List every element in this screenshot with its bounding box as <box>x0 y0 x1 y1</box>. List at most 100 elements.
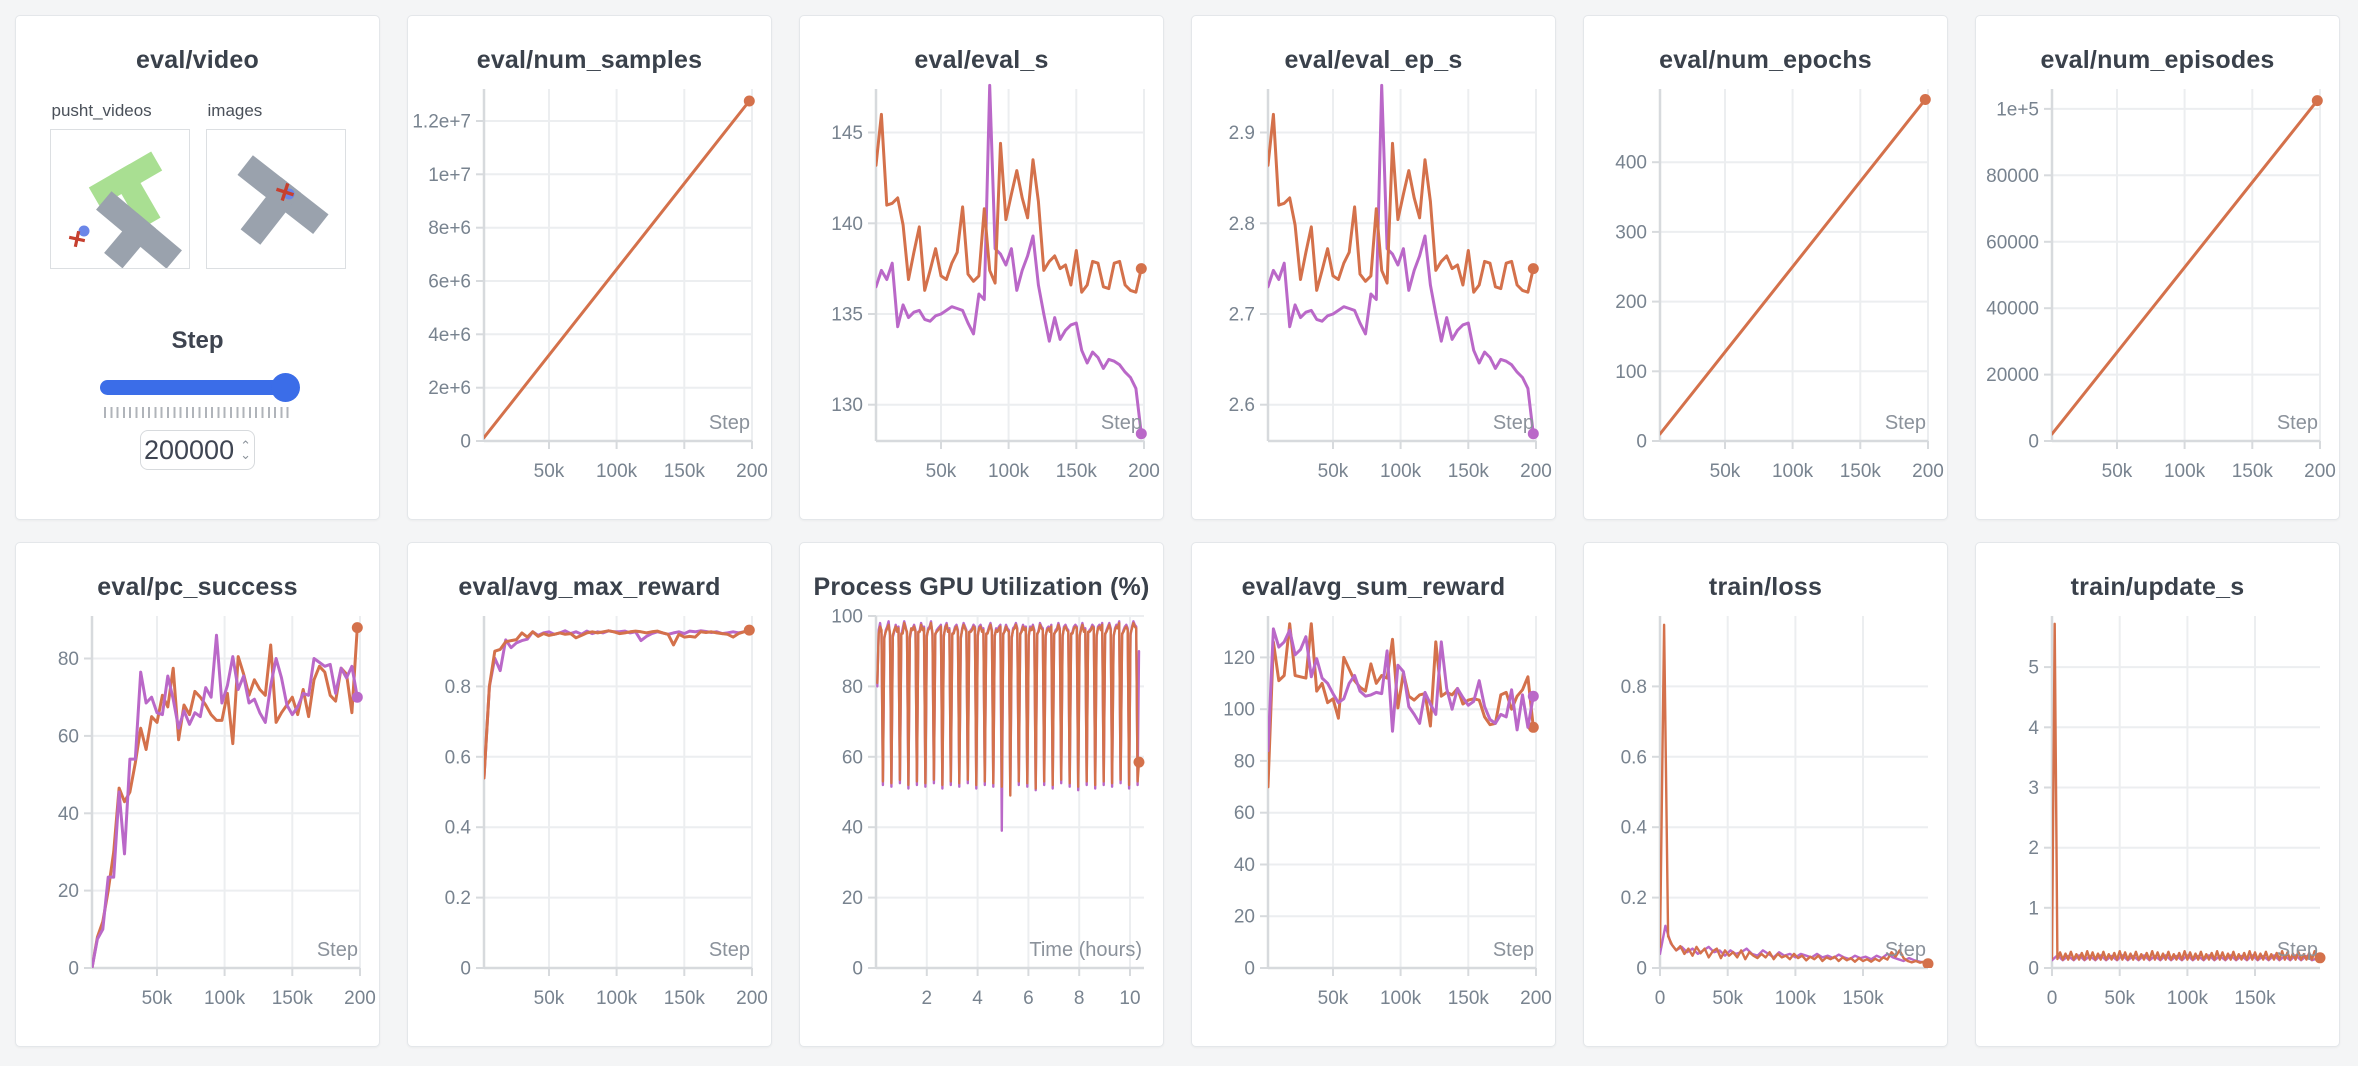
media-label: pusht_videos <box>51 101 152 120</box>
pusht-video-thumbnail[interactable] <box>49 129 190 269</box>
line-chart[interactable]: 50k 100k 150k 200 2.6 2.7 2.8 2.9 Step <box>1196 79 1552 499</box>
chart-title: eval/eval_ep_s <box>1284 46 1463 74</box>
step-slider[interactable] <box>99 373 300 403</box>
svg-text:200: 200 <box>736 461 768 482</box>
svg-text:40: 40 <box>1233 855 1254 876</box>
line-chart[interactable]: 50k 100k 150k 200 0 2e+6 4e+6 6e+6 8e+6 1e+7 1.2e+… <box>412 79 768 499</box>
svg-text:200: 200 <box>1520 461 1552 482</box>
line-chart[interactable]: 50k 100k 150k 200 0 20000 40000 60000 80000 1e+5 S… <box>1980 79 2336 499</box>
svg-text:0.8: 0.8 <box>444 677 470 698</box>
panel-eval-avg-max-reward: eval/avg_max_reward 50k 100k 150k 200 0 0.2 0.… <box>407 542 772 1047</box>
svg-text:0.6: 0.6 <box>1620 747 1646 768</box>
slider-track[interactable] <box>99 380 296 395</box>
svg-text:0: 0 <box>2046 988 2057 1009</box>
media-row: pusht_videos <box>16 85 379 269</box>
svg-text:80: 80 <box>1233 751 1254 772</box>
media-pusht-videos: pusht_videos <box>49 85 190 269</box>
chevron-down-icon[interactable]: ⌄ <box>240 447 251 462</box>
step-number-input[interactable]: 200000 ⌃ ⌄ <box>140 430 255 470</box>
svg-text:1e+7: 1e+7 <box>428 165 471 186</box>
panel-eval-avg-sum-reward: eval/avg_sum_reward 50k 100k 150k 200 0 20 40 6… <box>1191 542 1556 1047</box>
svg-text:10: 10 <box>1119 988 1140 1009</box>
svg-text:20000: 20000 <box>1986 365 2039 386</box>
svg-text:50k: 50k <box>1317 461 1348 482</box>
line-chart[interactable]: 0 50k 100k 150k 0 0.2 0.4 0.6 0.8 Step <box>1588 606 1944 1026</box>
chevron-up-icon[interactable]: ⌃ <box>240 438 251 453</box>
svg-text:100: 100 <box>1223 700 1255 721</box>
svg-text:0.2: 0.2 <box>1620 888 1646 909</box>
slider-thumb[interactable] <box>270 373 300 402</box>
svg-text:200: 200 <box>2304 461 2336 482</box>
svg-text:2: 2 <box>2028 838 2039 859</box>
svg-text:Step: Step <box>2276 939 2317 961</box>
svg-text:6e+6: 6e+6 <box>428 272 471 293</box>
svg-text:4: 4 <box>972 988 983 1009</box>
svg-text:40000: 40000 <box>1986 299 2039 320</box>
slider-tick-marks <box>103 407 292 418</box>
panel-eval-num-episodes: eval/num_episodes 50k 100k 150k 200 0 20000 40… <box>1975 15 2340 520</box>
svg-text:400: 400 <box>1615 153 1647 174</box>
svg-text:40: 40 <box>57 804 78 825</box>
images-thumbnail[interactable] <box>205 129 346 269</box>
svg-text:Step: Step <box>1100 412 1141 434</box>
line-chart[interactable]: 50k 100k 150k 200 0 0.2 0.4 0.6 0.8 Step <box>412 606 768 1026</box>
svg-text:40: 40 <box>841 818 862 839</box>
svg-text:150k: 150k <box>1842 988 1884 1009</box>
chart-title: eval/num_samples <box>476 46 703 74</box>
svg-text:100k: 100k <box>595 461 637 482</box>
panel-eval-pc-success: eval/pc_success 50k 100k 150k 200 0 20 40 60 80 S… <box>15 542 380 1047</box>
line-chart[interactable]: 50k 100k 150k 200 0 20 40 60 80 100 120 Step <box>1196 606 1552 1026</box>
chart-title: Process GPU Utilization (%) <box>813 573 1150 601</box>
svg-text:50k: 50k <box>533 461 564 482</box>
svg-text:Step: Step <box>1884 412 1925 434</box>
step-value[interactable]: 200000 <box>143 434 235 465</box>
line-chart[interactable]: 50k 100k 150k 200 0 20 40 60 80 Step <box>20 606 376 1026</box>
svg-text:150k: 150k <box>663 461 705 482</box>
svg-text:100k: 100k <box>2163 461 2205 482</box>
svg-text:60000: 60000 <box>1986 232 2039 253</box>
line-chart[interactable]: 50k 100k 150k 200 0 100 200 300 400 Step <box>1588 79 1944 499</box>
pusht-t-shape <box>95 191 182 269</box>
chart-title: eval/pc_success <box>97 573 298 601</box>
svg-text:20: 20 <box>1233 907 1254 928</box>
line-chart[interactable]: 50k 100k 150k 200 130 135 140 145 Step <box>804 79 1160 499</box>
svg-text:2.6: 2.6 <box>1228 395 1254 416</box>
svg-text:0: 0 <box>852 959 863 980</box>
svg-text:120: 120 <box>1223 648 1255 669</box>
svg-text:Step: Step <box>316 939 357 961</box>
svg-text:80: 80 <box>841 677 862 698</box>
svg-text:150k: 150k <box>1839 461 1881 482</box>
svg-text:2.7: 2.7 <box>1228 305 1254 326</box>
svg-text:1: 1 <box>2028 898 2039 919</box>
agent-dot <box>78 225 89 237</box>
media-images: images <box>205 85 346 269</box>
stepper-buttons[interactable]: ⌃ ⌄ <box>240 438 251 462</box>
line-chart[interactable]: 0 50k 100k 150k 0 1 2 3 4 5 Step <box>1980 606 2336 1026</box>
svg-text:150k: 150k <box>2231 461 2273 482</box>
svg-text:300: 300 <box>1615 222 1647 243</box>
chart-title: eval/avg_max_reward <box>458 573 721 601</box>
svg-text:50k: 50k <box>1709 461 1740 482</box>
svg-text:1e+5: 1e+5 <box>1996 99 2039 120</box>
svg-text:6: 6 <box>1023 988 1034 1009</box>
svg-text:50k: 50k <box>2104 988 2135 1009</box>
svg-text:150k: 150k <box>2234 988 2276 1009</box>
panel-eval-num-samples: eval/num_samples 50k 100k 150k 200 0 2e+6 4e+6… <box>407 15 772 520</box>
svg-text:100k: 100k <box>2166 988 2208 1009</box>
panel-eval-eval-s: eval/eval_s 50k 100k 150k 200 130 135 140 145 St… <box>799 15 1164 520</box>
svg-text:0: 0 <box>1654 988 1665 1009</box>
svg-text:0: 0 <box>68 959 79 980</box>
chart-title: train/update_s <box>2070 573 2245 601</box>
svg-text:100k: 100k <box>1379 988 1421 1009</box>
svg-text:80000: 80000 <box>1986 166 2039 187</box>
svg-text:8e+6: 8e+6 <box>428 218 471 239</box>
svg-text:60: 60 <box>841 747 862 768</box>
svg-text:80: 80 <box>57 649 78 670</box>
svg-text:200: 200 <box>1520 988 1552 1009</box>
chart-title: eval/avg_sum_reward <box>1241 573 1506 601</box>
svg-text:2.8: 2.8 <box>1228 214 1254 235</box>
svg-text:100: 100 <box>1615 362 1647 383</box>
svg-text:60: 60 <box>57 726 78 747</box>
svg-text:150k: 150k <box>663 988 705 1009</box>
